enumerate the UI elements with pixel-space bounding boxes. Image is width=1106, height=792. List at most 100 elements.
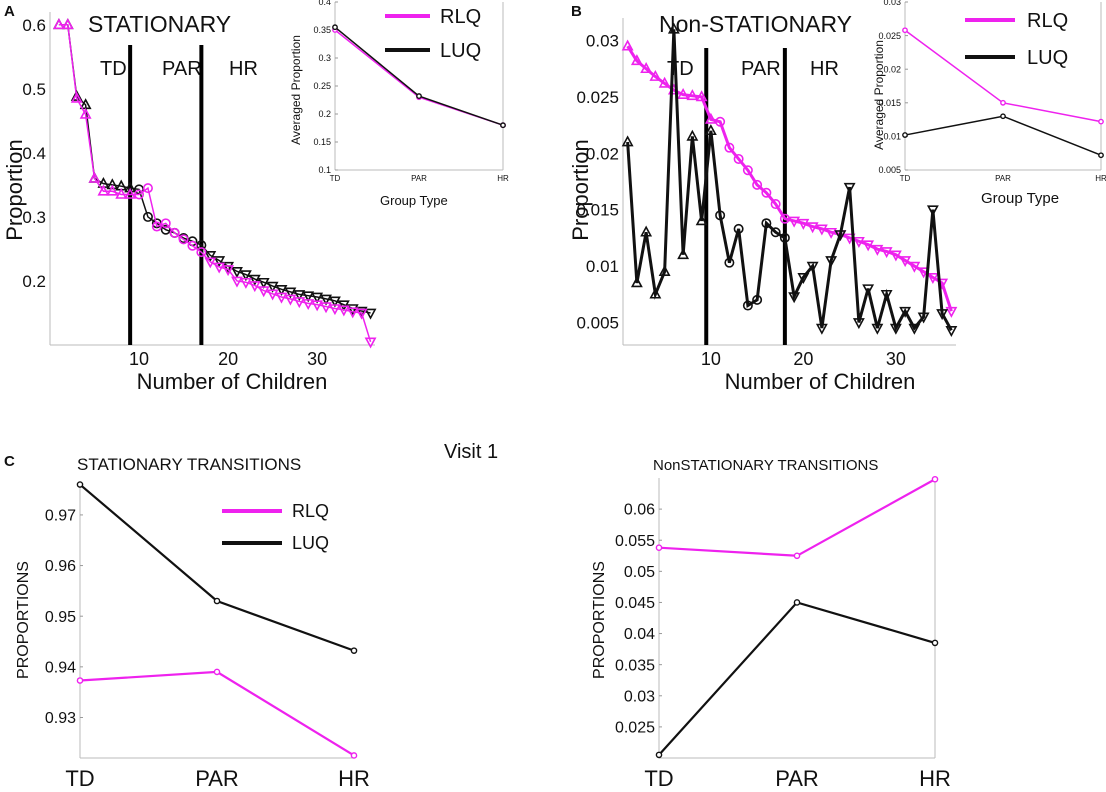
A-main-rlq-marker — [355, 308, 368, 320]
B-main-luq-marker — [630, 276, 643, 288]
A-main-x-tick-label: 20 — [218, 349, 238, 369]
C-right-luq-point — [793, 599, 801, 606]
B-inset-luq-point — [1098, 152, 1104, 159]
panel-c-right-chart: NonSTATIONARY TRANSITIONS PROPORTIONS 0.… — [591, 457, 951, 791]
B-main-rlq-marker — [806, 222, 819, 234]
C-right-y-tick-label: 0.05 — [624, 564, 655, 581]
B-main-luq-marker — [640, 225, 653, 237]
B-main-rlq-marker — [715, 116, 726, 127]
C-left-x-tick-label-td: TD — [65, 766, 94, 791]
A-inset-x-tick-label-par: PAR — [411, 174, 427, 183]
panel-c-legend-luq-label: LUQ — [292, 533, 329, 553]
C-left-y-tick-label: 0.97 — [45, 508, 76, 525]
C-left-y-tick-label: 0.94 — [45, 659, 76, 676]
C-right-series-luq-line — [658, 601, 936, 756]
B-main-rlq-marker — [658, 76, 671, 88]
A-main-y-tick-label: 0.2 — [22, 272, 46, 291]
panel-b-group-label-hr: HR — [810, 58, 839, 80]
B-main-luq-marker — [788, 292, 801, 304]
C-right-y-tick-label: 0.045 — [615, 595, 655, 612]
B-main-rlq-marker — [908, 261, 921, 273]
A-inset-y-tick-label: 0.15 — [313, 137, 331, 147]
panel-a-y-axis-label: Proportion — [2, 139, 27, 241]
A-main-luq-marker — [284, 287, 297, 299]
A-main-rlq-marker — [231, 276, 243, 288]
panel-b-x-axis-label: Number of Children — [725, 369, 916, 394]
C-left-rlq-point — [76, 677, 84, 684]
A-main-rlq-marker — [106, 184, 119, 196]
panel-b-legend-luq-label: LUQ — [1027, 47, 1068, 69]
B-main-luq-marker — [936, 309, 949, 321]
A-main-luq-marker — [231, 267, 243, 279]
B-main-luq-marker — [667, 22, 680, 34]
B-main-luq-marker — [917, 312, 930, 324]
B-main-rlq-marker — [733, 153, 744, 164]
panel-b-legend: RLQ LUQ — [965, 10, 1068, 69]
B-main-luq-marker — [761, 218, 772, 229]
A-main-luq-marker — [239, 270, 252, 282]
panel-a-inset-background — [335, 2, 503, 170]
A-inset-x-tick-label-td: TD — [330, 174, 341, 183]
B-inset-y-tick-label: 0.025 — [878, 31, 901, 41]
B-main-rlq-marker — [852, 236, 865, 248]
A-inset-y-tick-label: 0.25 — [313, 81, 331, 91]
B-main-rlq-marker — [695, 90, 708, 102]
A-main-rlq-marker — [275, 292, 288, 304]
A-main-x-tick-label: 30 — [307, 349, 327, 369]
B-main-x-tick-label: 30 — [886, 349, 906, 369]
B-inset-rlq-point — [1000, 99, 1006, 106]
panel-b-legend-rlq-label: RLQ — [1027, 10, 1068, 32]
A-main-rlq-marker — [320, 302, 332, 314]
B-main-luq-marker — [695, 214, 708, 226]
C-right-luq-point — [655, 751, 663, 759]
B-inset-y-tick-label: 0.02 — [883, 64, 901, 74]
A-main-luq-marker — [124, 181, 137, 193]
B-inset-luq-point — [1000, 113, 1006, 120]
panel-a-legend-rlq-label: RLQ — [440, 6, 481, 28]
B-main-rlq-marker — [770, 199, 781, 210]
C-left-rlq-point — [213, 668, 221, 676]
A-main-rlq-marker — [178, 234, 189, 245]
A-main-rlq-marker — [222, 265, 235, 277]
B-main-luq-marker — [658, 265, 671, 277]
panel-label-b: B — [571, 3, 582, 20]
B-main-rlq-marker — [761, 187, 772, 198]
B-inset-x-tick-label-hr: HR — [1095, 174, 1106, 183]
panel-a-legend-luq-label: LUQ — [440, 40, 481, 62]
C-right-x-tick-label-hr: HR — [919, 766, 951, 791]
B-main-rlq-marker — [899, 256, 912, 268]
C-right-y-tick-label: 0.055 — [615, 533, 655, 550]
B-main-rlq-marker — [742, 165, 753, 176]
A-main-luq-marker — [311, 292, 324, 304]
B-inset-rlq-point — [902, 27, 908, 34]
A-main-rlq-marker — [187, 240, 198, 251]
A-main-rlq-marker — [284, 294, 297, 306]
B-main-luq-marker — [742, 300, 753, 311]
A-main-luq-marker — [320, 294, 332, 306]
C-right-series-rlq-line — [658, 478, 936, 557]
B-inset-y-tick-label: 0.03 — [883, 0, 901, 7]
panel-a-legend: RLQ LUQ — [385, 6, 481, 62]
B-inset-x-tick-label-par: PAR — [995, 174, 1011, 183]
A-main-luq-marker — [248, 274, 261, 286]
A-main-luq-marker — [106, 178, 119, 190]
B-main-luq-marker — [733, 223, 744, 234]
panel-label-a: A — [4, 3, 15, 20]
C-left-series-rlq-line — [79, 670, 355, 757]
panel-b-y-axis-label: Proportion — [568, 139, 593, 241]
panel-b-inset-y-axis-label: Averaged Proportion — [872, 40, 886, 150]
C-right-rlq-point — [655, 544, 663, 551]
B-main-luq-marker — [852, 318, 865, 330]
A-main-luq-marker — [293, 290, 306, 302]
B-main-x-tick-label: 10 — [701, 349, 721, 369]
panel-b-title: Non-STATIONARY — [659, 11, 852, 37]
B-main-luq-marker — [770, 227, 781, 238]
panel-c-left-y-axis-label: PROPORTIONS — [15, 561, 32, 679]
A-main-luq-marker — [266, 281, 279, 293]
A-main-rlq-marker — [302, 299, 315, 311]
B-inset-y-tick-label: 0.005 — [878, 165, 901, 175]
B-main-rlq-marker — [686, 89, 699, 101]
A-main-rlq-marker — [204, 257, 217, 269]
A-main-rlq-marker — [79, 107, 92, 119]
